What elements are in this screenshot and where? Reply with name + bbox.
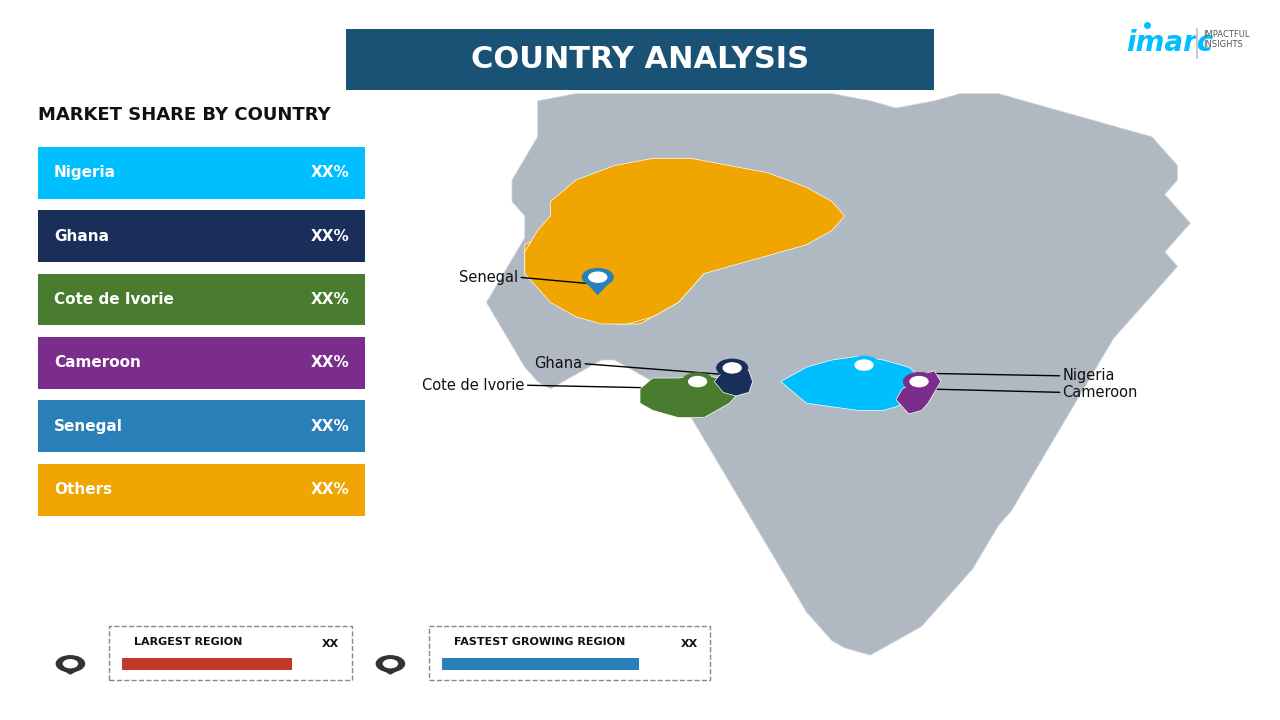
Polygon shape [714,367,753,396]
Circle shape [582,269,613,286]
FancyBboxPatch shape [38,210,365,262]
Text: XX%: XX% [311,419,349,433]
Text: MARKET SHARE BY COUNTRY: MARKET SHARE BY COUNTRY [38,107,332,125]
Circle shape [689,377,707,387]
FancyBboxPatch shape [109,626,352,680]
Text: imarc: imarc [1126,30,1213,57]
Polygon shape [380,670,401,675]
Text: XX%: XX% [311,482,349,497]
Circle shape [64,660,77,667]
Polygon shape [588,284,608,295]
Text: XX%: XX% [311,356,349,370]
Text: FASTEST GROWING REGION: FASTEST GROWING REGION [454,636,626,647]
FancyBboxPatch shape [38,464,365,516]
Text: XX%: XX% [311,292,349,307]
Circle shape [723,363,741,373]
Text: Cameroon: Cameroon [1062,385,1138,400]
Circle shape [56,656,84,672]
Polygon shape [60,670,81,675]
Polygon shape [525,158,845,324]
Circle shape [910,377,928,387]
FancyBboxPatch shape [442,658,639,670]
Polygon shape [525,216,704,324]
Circle shape [682,373,713,390]
Text: COUNTRY ANALYSIS: COUNTRY ANALYSIS [471,45,809,73]
Text: Senegal: Senegal [54,419,123,433]
Text: Ghana: Ghana [54,229,109,243]
Text: Nigeria: Nigeria [1062,369,1115,383]
Text: Cameroon: Cameroon [54,356,141,370]
Polygon shape [854,372,874,383]
Text: Nigeria: Nigeria [54,166,115,180]
FancyBboxPatch shape [122,658,292,670]
Text: Ghana: Ghana [534,356,582,371]
FancyBboxPatch shape [346,29,934,90]
Polygon shape [896,371,941,414]
FancyBboxPatch shape [38,337,365,389]
Text: Cote de Ivorie: Cote de Ivorie [422,378,525,392]
Polygon shape [486,94,1190,655]
Text: XX: XX [323,639,339,649]
Circle shape [849,356,879,374]
Text: Senegal: Senegal [460,270,518,284]
Text: XX%: XX% [311,229,349,243]
FancyBboxPatch shape [429,626,710,680]
Circle shape [589,272,607,282]
Text: Others: Others [54,482,111,497]
FancyBboxPatch shape [38,274,365,325]
FancyBboxPatch shape [38,147,365,199]
Polygon shape [640,374,742,418]
Polygon shape [909,389,929,400]
Text: LARGEST REGION: LARGEST REGION [134,636,243,647]
Polygon shape [687,389,708,400]
Circle shape [904,373,934,390]
FancyBboxPatch shape [38,400,365,452]
Polygon shape [781,356,922,410]
Text: XX%: XX% [311,166,349,180]
Polygon shape [722,375,742,386]
Circle shape [855,360,873,370]
Circle shape [717,359,748,377]
Text: Cote de Ivorie: Cote de Ivorie [54,292,174,307]
Circle shape [384,660,397,667]
Text: XX: XX [681,639,698,649]
Text: IMPACTFUL
INSIGHTS: IMPACTFUL INSIGHTS [1203,30,1249,49]
Circle shape [376,656,404,672]
